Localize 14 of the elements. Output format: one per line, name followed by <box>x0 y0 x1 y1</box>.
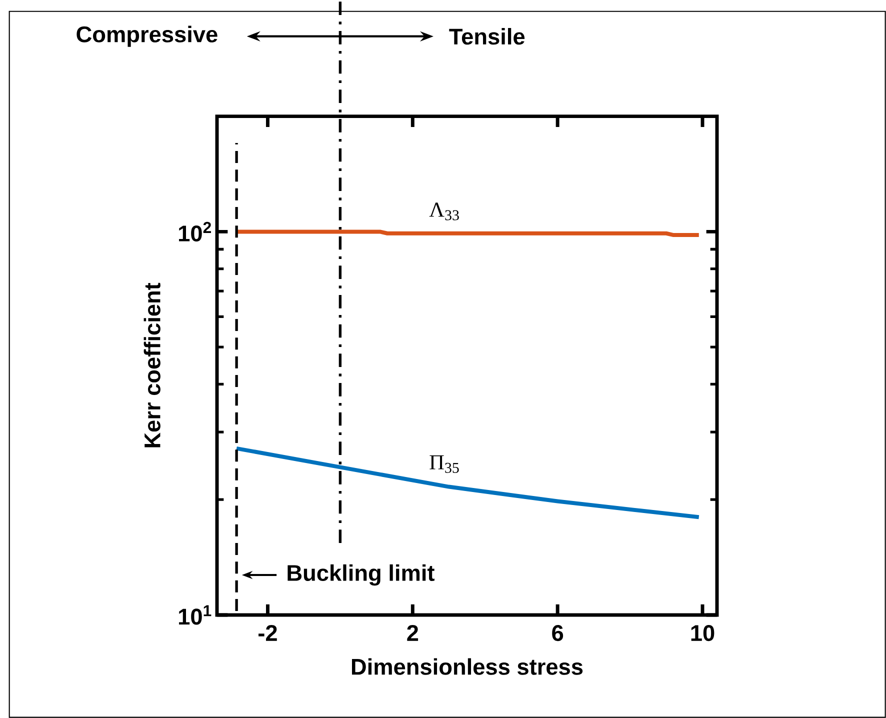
x-tick-label: -2 <box>258 625 277 641</box>
series-label: Π$_{35}$ <box>430 455 459 473</box>
text: Tensile <box>449 28 525 45</box>
x-tick-label: 2 <box>407 625 418 641</box>
y-tick-label: 10$^{1}$ <box>179 605 212 625</box>
x-tick-label: 10 <box>691 625 714 642</box>
x-tick-label: 6 <box>552 625 564 642</box>
ref-line-label: Buckling limit <box>288 564 434 586</box>
text: Compressive <box>76 26 218 47</box>
line-series <box>234 446 701 520</box>
y-axis-title: Kerr coefficient <box>144 282 160 448</box>
y-tick-label: 10$^{2}$ <box>179 222 211 242</box>
x-axis-title: Dimensionless stress <box>352 658 583 675</box>
series-label: Λ$_{33}$ <box>429 202 459 220</box>
